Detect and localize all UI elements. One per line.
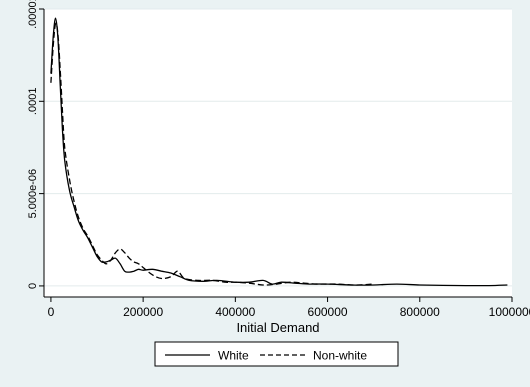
y-tick-label-0: 0 [27,283,39,289]
y-tick-label-2: .0001 [27,88,39,116]
axes [43,9,512,298]
x-tick-label-3: 600000 [308,305,348,319]
y-tick-label-1: 5.000e-06 [27,169,39,219]
legend-label-non-white: Non-white [313,349,367,363]
x-tick-label-1: 200000 [123,305,163,319]
plot-background [44,9,512,297]
x-axis-title: Initial Demand [236,320,319,335]
legend: White Non-white [154,341,399,367]
series-lines [50,17,508,287]
series-line-non-white [50,22,374,286]
legend-box [154,341,399,367]
x-tick-label-0: 0 [48,305,55,319]
y-ticks: 0 5.000e-06 .0001 .000015 [27,0,44,289]
x-tick-label-2: 400000 [215,305,255,319]
grid-lines [44,8,512,287]
legend-label-white: White [218,349,249,363]
x-tick-label-4: 800000 [400,305,440,319]
y-tick-label-3: .000015 [27,0,39,29]
